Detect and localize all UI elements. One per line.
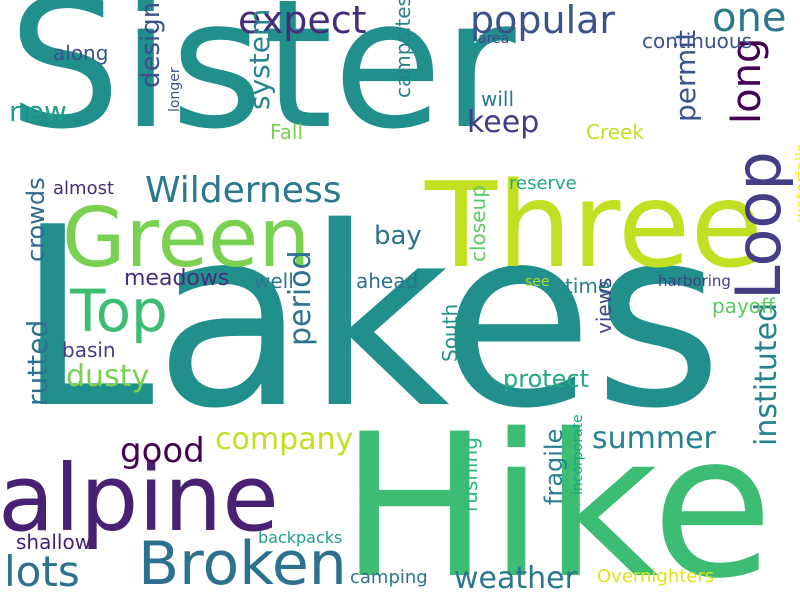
word-top: Top — [70, 277, 168, 345]
word-harboring: harboring — [658, 272, 731, 290]
word-instituted: instituted — [749, 302, 784, 446]
word-well: well — [254, 269, 294, 293]
word-closeup: closeup — [466, 185, 490, 262]
word-time: time — [565, 274, 611, 298]
word-three: Three — [425, 156, 763, 294]
word-basin: basin — [62, 338, 116, 362]
word-campsites: campsites — [391, 0, 415, 98]
word-system: system — [243, 8, 276, 110]
word-views: views — [592, 277, 616, 334]
word-waterfalls: waterfalls — [792, 143, 800, 222]
word-new: new — [9, 95, 67, 128]
word-fragile: fragile — [540, 428, 568, 505]
word-creek: Creek — [586, 120, 644, 144]
word-one: one — [712, 0, 787, 41]
word-south: South — [438, 303, 462, 362]
word-almost: almost — [53, 178, 115, 199]
word-summer: summer — [592, 421, 716, 456]
word-area: area — [478, 31, 510, 47]
word-meadows: meadows — [124, 266, 230, 291]
word-see: see — [525, 274, 550, 290]
word-lots: lots — [4, 547, 80, 596]
word-backpacks: backpacks — [258, 528, 343, 547]
word-sister: Sister — [8, 0, 516, 168]
word-along: along — [53, 41, 109, 65]
word-period: period — [283, 250, 318, 346]
word-incorporate: incorporate — [570, 414, 586, 495]
word-good: good — [120, 431, 205, 471]
word-overnighters: Overnighters — [597, 566, 715, 587]
word-keep: keep — [467, 105, 540, 140]
word-rutted: rutted — [21, 319, 54, 406]
word-longer: longer — [167, 67, 183, 112]
word-reserve: reserve — [509, 173, 577, 194]
word-designed: designed — [136, 0, 166, 88]
word-company: company — [215, 422, 354, 457]
word-green: Green — [62, 191, 311, 286]
word-continuous: continuous — [642, 29, 752, 53]
word-broken: Broken — [138, 529, 347, 599]
word-crowds: crowds — [22, 177, 50, 262]
word-bay: bay — [374, 221, 422, 251]
word-lakes: Lakes — [16, 175, 723, 463]
word-popular: popular — [470, 0, 616, 42]
word-protect: protect — [503, 365, 590, 393]
word-wilderness: Wilderness — [145, 170, 342, 211]
word-hike: Hike — [340, 391, 774, 600]
word-shallow: shallow — [16, 530, 92, 554]
word-ahead: ahead — [356, 269, 419, 293]
word-loop: Loop — [722, 151, 795, 300]
word-dusty: dusty — [66, 359, 150, 394]
word-rushing: rushing — [458, 437, 482, 512]
word-expect: expect — [238, 0, 367, 42]
word-payoff: payoff — [712, 294, 775, 318]
word-fall: Fall — [270, 120, 304, 144]
word-camping: camping — [350, 567, 428, 588]
word-weather: weather — [454, 561, 577, 596]
word-alpine: alpine — [0, 445, 279, 552]
word-will: will — [481, 87, 515, 111]
